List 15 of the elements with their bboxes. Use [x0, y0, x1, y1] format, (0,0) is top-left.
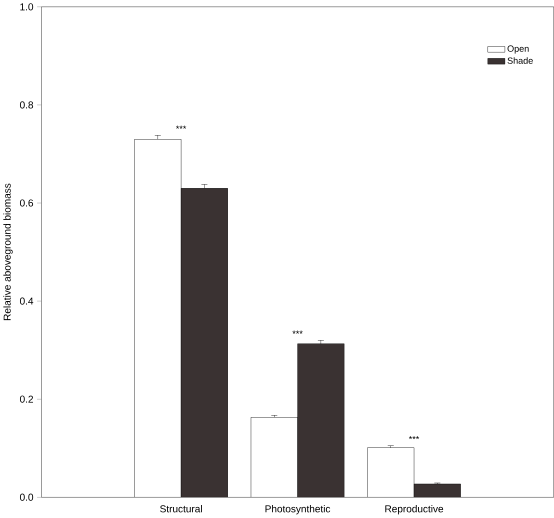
annotation: *** — [408, 436, 420, 440]
x-tick-label: Structural — [160, 505, 202, 513]
y-tick-label: 0.6 — [20, 200, 34, 207]
annotation: *** — [176, 126, 186, 129]
y-tick-label: 0.2 — [20, 396, 34, 403]
y-axis-title: Relative aboveground biomass — [3, 184, 13, 320]
y-tick-label: 0.0 — [20, 494, 34, 501]
legend-label: Shade — [508, 57, 533, 64]
x-tick-label: Reproductive — [385, 505, 444, 515]
y-tick-label: 1.0 — [20, 3, 34, 11]
legend-label: Open — [508, 46, 529, 54]
annotation: *** — [292, 330, 303, 334]
y-tick-label: 0.8 — [20, 102, 34, 109]
y-tick-label: 0.4 — [20, 298, 34, 305]
x-tick-label: Photosynthetic — [266, 505, 330, 515]
